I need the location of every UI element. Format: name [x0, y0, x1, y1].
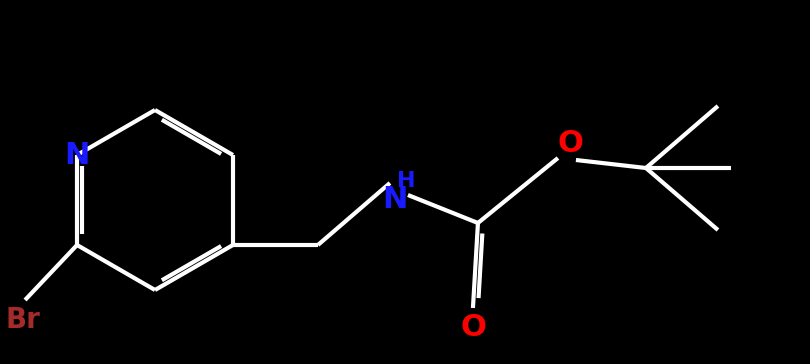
Text: Br: Br: [6, 306, 41, 334]
Text: O: O: [557, 130, 583, 158]
Text: H: H: [397, 171, 416, 191]
Text: N: N: [382, 185, 407, 214]
Text: N: N: [64, 141, 90, 170]
Text: O: O: [460, 313, 486, 343]
